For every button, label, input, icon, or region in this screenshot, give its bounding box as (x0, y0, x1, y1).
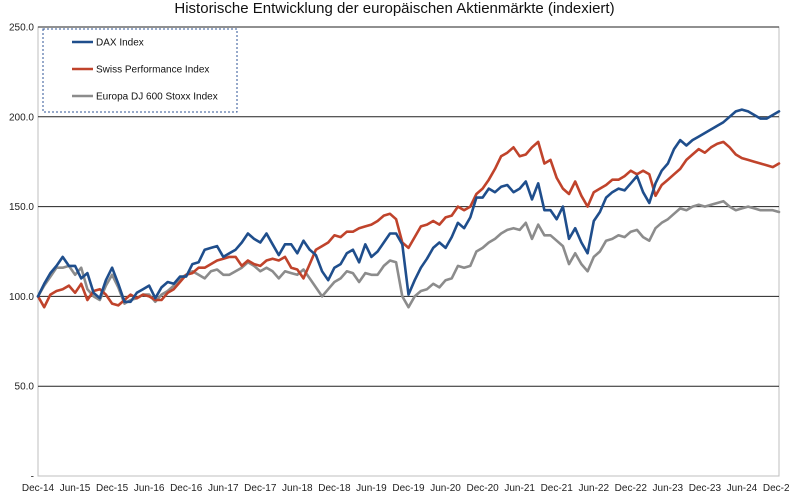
y-tick-label: - (31, 472, 34, 483)
x-tick-label: Jun-20 (430, 483, 461, 494)
y-tick-label: 150.0 (9, 202, 34, 213)
x-axis: Dec-14 Jun-15 Dec-15 Jun-16 Dec-16 Jun-17 Dec-… (22, 483, 789, 494)
x-tick-label: Dec-14 (22, 483, 55, 494)
x-tick-label: Dec-23 (689, 483, 722, 494)
x-tick-label: Jun-22 (578, 483, 609, 494)
chart-title: Historische Entwicklung der europäischen… (174, 0, 615, 17)
series-line-2 (36, 140, 781, 309)
x-tick-label: Dec-24 (763, 483, 789, 494)
x-tick-label: Dec-19 (392, 483, 425, 494)
legend-label: Swiss Performance Index (96, 65, 209, 76)
y-axis: - 50.0 100.0 150.0 200.0 250.0 (9, 23, 34, 483)
x-tick-label: Dec-18 (318, 483, 351, 494)
legend-label: Europa DJ 600 Stoxx Index (96, 92, 218, 103)
x-tick-label: Jun-15 (60, 483, 91, 494)
series-lines (36, 108, 781, 309)
x-tick-label: Jun-17 (208, 483, 239, 494)
x-tick-label: Jun-19 (356, 483, 387, 494)
x-tick-label: Dec-20 (466, 483, 499, 494)
x-tick-label: Jun-23 (653, 483, 684, 494)
x-tick-label: Dec-16 (170, 483, 203, 494)
x-tick-label: Dec-22 (615, 483, 648, 494)
series-line-1 (36, 108, 781, 304)
legend-label: DAX Index (96, 38, 144, 49)
x-tick-label: Dec-21 (541, 483, 574, 494)
y-tick-label: 100.0 (9, 292, 34, 303)
x-tick-label: Dec-15 (96, 483, 129, 494)
x-tick-label: Dec-17 (244, 483, 277, 494)
y-tick-label: 200.0 (9, 112, 34, 123)
y-tick-label: 250.0 (9, 23, 34, 34)
legend: DAX Index Swiss Performance Index Europa D… (42, 28, 238, 113)
y-tick-label: 50.0 (15, 382, 35, 393)
x-tick-label: Jun-24 (727, 483, 758, 494)
x-tick-label: Jun-21 (504, 483, 535, 494)
x-tick-label: Jun-16 (134, 483, 165, 494)
series-line-3 (36, 199, 781, 309)
x-tick-label: Jun-18 (282, 483, 313, 494)
